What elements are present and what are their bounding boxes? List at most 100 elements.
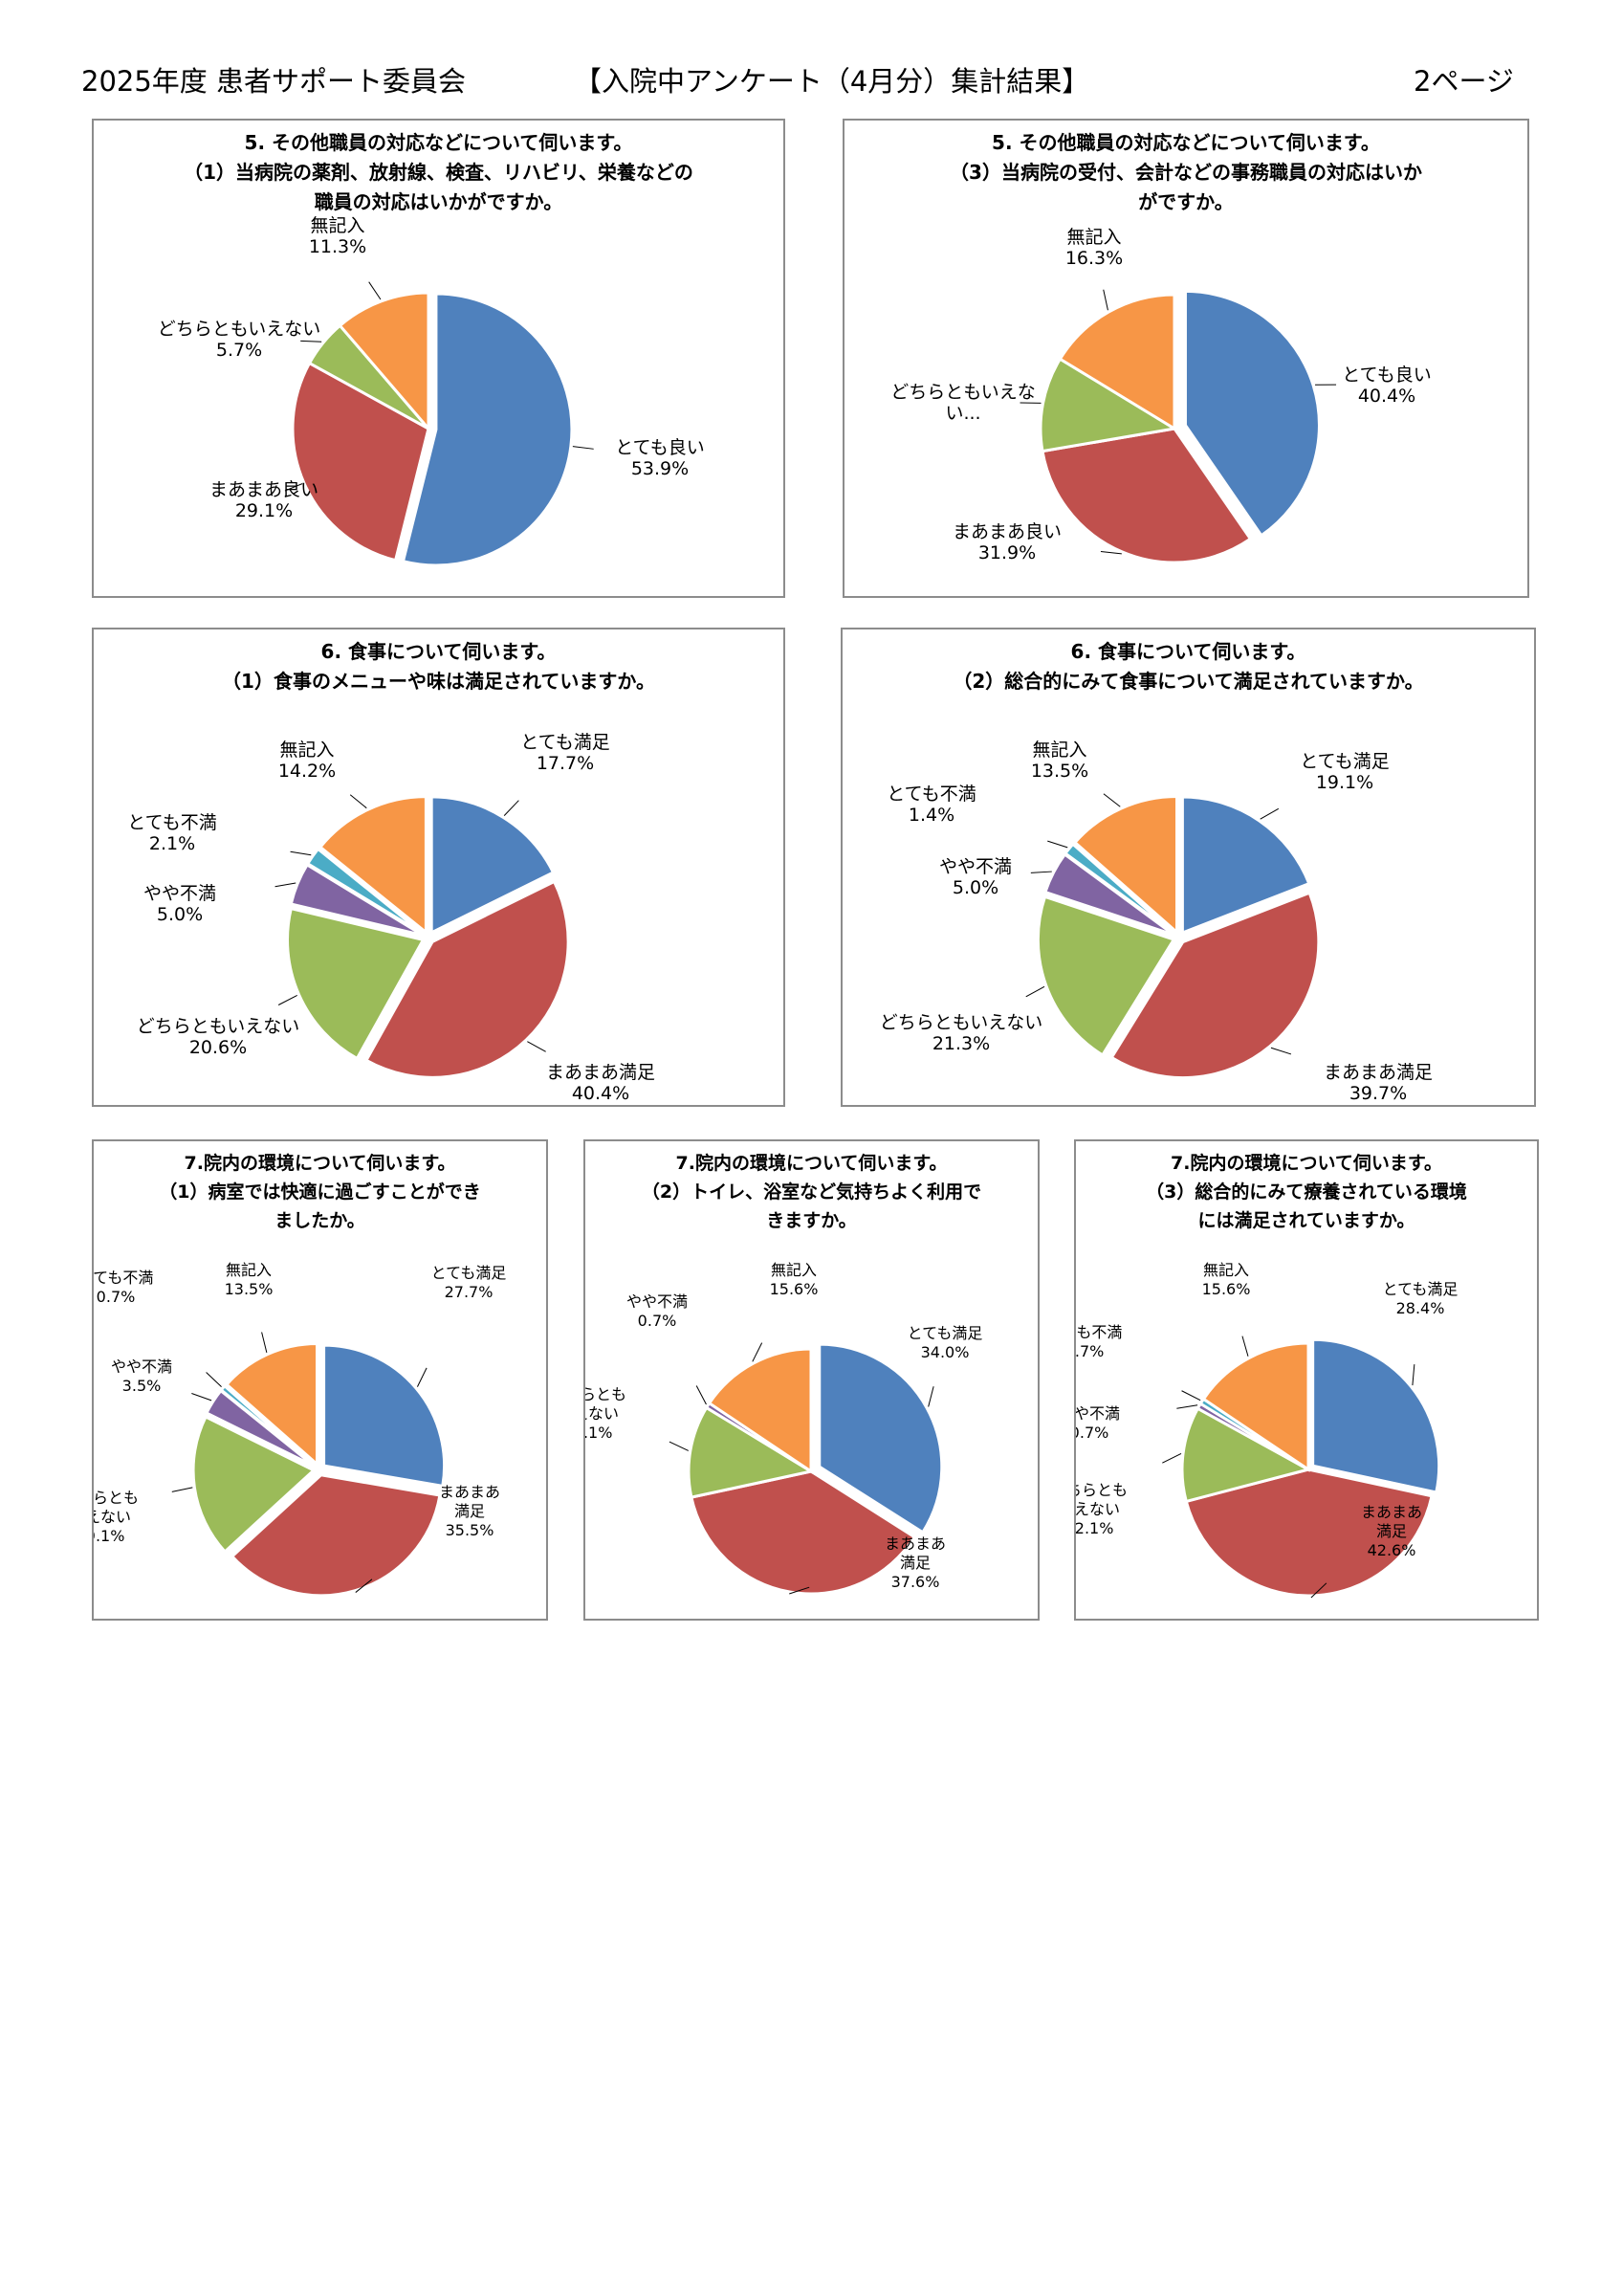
- pie-slice: [1039, 357, 1179, 453]
- pie-slice: [1036, 894, 1176, 1057]
- svg-text:3.5%: 3.5%: [122, 1377, 162, 1395]
- leader-line: [1103, 793, 1121, 807]
- svg-text:まあまあ良い: まあまあ良い: [953, 521, 1062, 542]
- pie-slice: [401, 292, 574, 567]
- svg-text:19.1%: 19.1%: [94, 1527, 124, 1545]
- svg-text:5.0%: 5.0%: [953, 877, 998, 898]
- svg-text:どちらともいえな: どちらともいえな: [890, 382, 1036, 403]
- leader-line: [1025, 985, 1045, 998]
- chart-panel-room: 7.院内の環境について伺います。 （1）病室では快適に過ごすことができ ましたか…: [92, 1139, 548, 1621]
- leader-line: [1162, 1452, 1182, 1464]
- svg-text:いえない: いえない: [94, 1508, 131, 1526]
- svg-text:35.5%: 35.5%: [446, 1521, 494, 1539]
- pie-slice: [318, 795, 428, 936]
- svg-text:満足: 満足: [900, 1554, 931, 1572]
- svg-text:0.7%: 0.7%: [97, 1288, 136, 1306]
- svg-text:5.7%: 5.7%: [216, 340, 262, 361]
- svg-text:無記入: 無記入: [771, 1261, 817, 1279]
- svg-text:どちらとも: どちらとも: [1076, 1481, 1128, 1499]
- svg-text:0.7%: 0.7%: [1076, 1424, 1108, 1442]
- pie-chart: とても満足28.4%まあまあ満足42.6%どちらともいえない12.1%やや不満0…: [1076, 1261, 1458, 1599]
- svg-text:15.6%: 15.6%: [1202, 1280, 1251, 1298]
- svg-text:とても不満: とても不満: [1076, 1323, 1122, 1341]
- svg-text:34.0%: 34.0%: [921, 1343, 970, 1361]
- leader-line: [1176, 1404, 1198, 1409]
- slice-label: どちらともいえない...: [890, 382, 1036, 424]
- svg-text:とても不満: とても不満: [94, 1269, 153, 1287]
- svg-text:まあまあ: まあまあ: [439, 1483, 500, 1501]
- slice-label: どちらともいえない12.1%: [1076, 1481, 1128, 1537]
- svg-text:29.1%: 29.1%: [235, 500, 293, 521]
- leader-line: [1241, 1336, 1249, 1357]
- pie-slice: [1201, 1341, 1310, 1472]
- slice-label: とても不満0.7%: [1076, 1323, 1122, 1360]
- svg-text:無記入: 無記入: [226, 1261, 272, 1279]
- chart-title: 5. その他職員の対応などについて伺います。 （3）当病院の受付、会計などの事務…: [950, 131, 1422, 213]
- svg-text:どちらともいえない: どちらともいえない: [880, 1012, 1043, 1033]
- svg-text:やや不満: やや不満: [626, 1292, 688, 1311]
- svg-text:11.3%: 11.3%: [309, 236, 366, 257]
- svg-text:無記入: 無記入: [310, 215, 364, 236]
- svg-text:いえない: いえない: [585, 1404, 619, 1423]
- slice-label: どちらともいえない12.1%: [585, 1385, 626, 1442]
- leader-line: [1310, 1582, 1327, 1599]
- chart-panel-toilet-bath: 7.院内の環境について伺います。 （2）トイレ、浴室など気持ちよく利用で きます…: [583, 1139, 1040, 1621]
- pie-slice: [1180, 1406, 1313, 1504]
- pie-slice: [224, 1342, 319, 1468]
- svg-text:14.2%: 14.2%: [278, 761, 336, 782]
- svg-text:どちらとも: どちらとも: [585, 1385, 626, 1403]
- pie-slice: [1072, 795, 1179, 936]
- svg-text:27.7%: 27.7%: [445, 1283, 493, 1301]
- pie-slice: [291, 361, 430, 563]
- svg-text:まあまあ満足: まあまあ満足: [1324, 1062, 1433, 1083]
- svg-text:37.6%: 37.6%: [891, 1573, 940, 1591]
- svg-text:どちらともいえない: どちらともいえない: [137, 1016, 300, 1037]
- leader-line: [290, 850, 312, 856]
- pie-slice: [1041, 427, 1253, 564]
- leader-line: [1412, 1364, 1415, 1386]
- svg-text:やや不満: やや不満: [111, 1358, 172, 1376]
- header-center: 【入院中アンケート（4月分）集計結果】: [574, 65, 1090, 98]
- svg-text:無記入: 無記入: [1203, 1261, 1249, 1279]
- leader-line: [695, 1385, 707, 1405]
- leader-line: [171, 1487, 193, 1492]
- svg-text:無記入: 無記入: [1066, 227, 1121, 248]
- svg-text:13.5%: 13.5%: [225, 1280, 274, 1298]
- svg-text:5.0%: 5.0%: [157, 904, 203, 925]
- pie-slice: [305, 847, 426, 936]
- svg-text:とても良い: とても良い: [1342, 364, 1431, 386]
- leader-line: [355, 1578, 373, 1593]
- pie-slice: [191, 1415, 317, 1555]
- leader-line: [752, 1342, 763, 1362]
- pie-slice: [687, 1405, 815, 1499]
- pie-slice: [1184, 1468, 1434, 1598]
- svg-text:やや不満: やや不満: [1076, 1404, 1120, 1423]
- chart-panel-meal-menu: 6. 食事について伺います。 （1）食事のメニューや味は満足されていますか。 と…: [92, 628, 785, 1107]
- svg-text:21.3%: 21.3%: [932, 1033, 990, 1054]
- pie-slice: [707, 1347, 813, 1474]
- leader-line: [274, 882, 296, 888]
- svg-text:とても不満: とても不満: [127, 812, 216, 833]
- chart-panel-meal-overall: 6. 食事について伺います。 （2）総合的にみて食事について満足されていますか。…: [841, 628, 1536, 1107]
- chart-title: 7.院内の環境について伺います。 （3）総合的にみて療養されている環境 には満足…: [1146, 1153, 1467, 1231]
- pie-slice: [1311, 1337, 1441, 1494]
- svg-text:とても良い: とても良い: [615, 437, 704, 458]
- leader-line: [789, 1586, 810, 1595]
- pie-slice: [1183, 289, 1321, 538]
- leader-line: [300, 340, 322, 342]
- leader-line: [206, 1372, 222, 1387]
